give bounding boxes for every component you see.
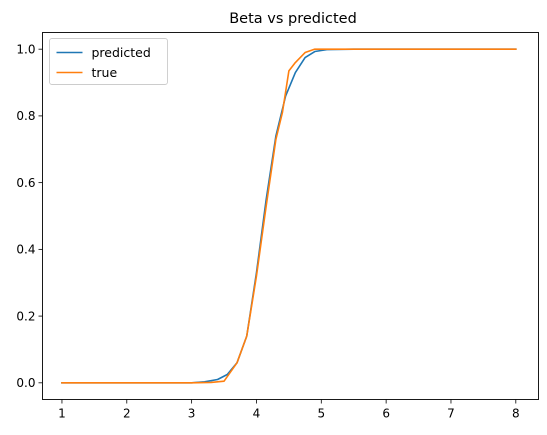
x-tick-label: 2 bbox=[123, 407, 131, 421]
series-line-predicted bbox=[61, 48, 517, 384]
plot-frame bbox=[42, 32, 539, 400]
x-tick-label: 7 bbox=[447, 407, 455, 421]
plot-lines bbox=[61, 48, 517, 384]
x-tick-label: 4 bbox=[253, 407, 261, 421]
y-tick-label: 0.6 bbox=[16, 176, 35, 190]
x-tick-label: 5 bbox=[317, 407, 325, 421]
x-tick-label: 6 bbox=[382, 407, 390, 421]
x-axis: 1 2 3 4 5 6 7 8 bbox=[58, 399, 520, 421]
series-line-true bbox=[61, 48, 517, 384]
x-tick-label: 3 bbox=[188, 407, 196, 421]
y-tick-label: 0.8 bbox=[16, 109, 35, 123]
legend: predicted true bbox=[49, 38, 168, 85]
y-tick-label: 0.2 bbox=[16, 309, 35, 323]
y-tick-label: 0.0 bbox=[16, 376, 35, 390]
legend-label: true bbox=[92, 65, 118, 80]
x-tick-label: 1 bbox=[58, 407, 66, 421]
x-tick-label: 8 bbox=[512, 407, 520, 421]
y-tick-label: 0.4 bbox=[16, 243, 35, 257]
y-tick-label: 1.0 bbox=[16, 42, 35, 56]
chart-title: Beta vs predicted bbox=[229, 11, 357, 27]
legend-label: predicted bbox=[92, 45, 151, 60]
y-axis: 0.0 0.2 0.4 0.6 0.8 1.0 bbox=[16, 42, 43, 390]
